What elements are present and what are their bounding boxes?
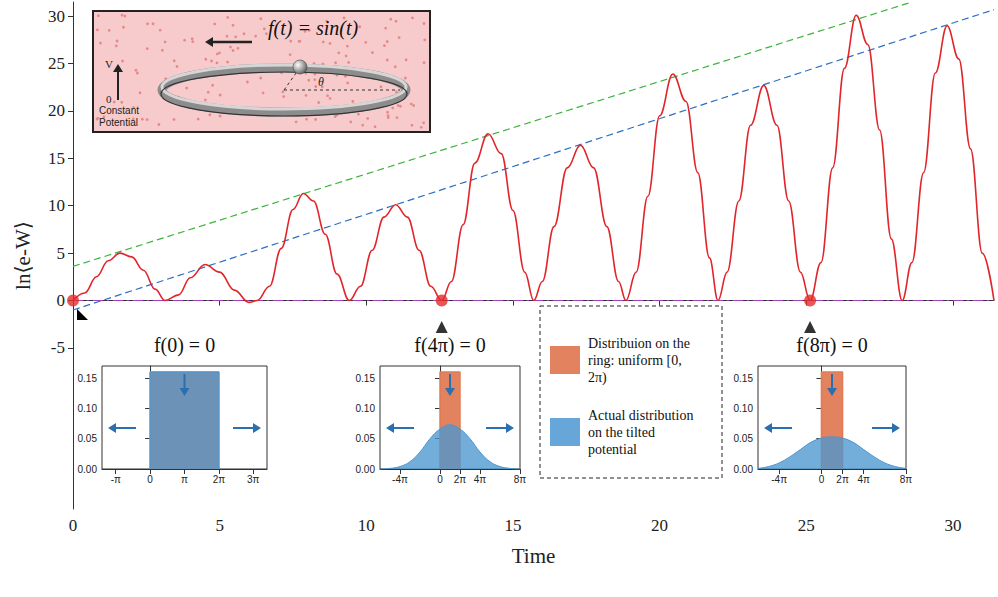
svg-text:0.10: 0.10 <box>356 403 376 414</box>
svg-text:0: 0 <box>819 474 825 485</box>
svg-text:0.15: 0.15 <box>78 373 98 384</box>
svg-text:8π: 8π <box>514 474 527 485</box>
svg-text:ring: uniform [0,: ring: uniform [0, <box>588 353 685 368</box>
svg-text:2π: 2π <box>836 474 849 485</box>
svg-text:4π: 4π <box>857 474 870 485</box>
svg-text:Distribuion on the: Distribuion on the <box>588 336 693 351</box>
svg-text:10: 10 <box>48 196 65 215</box>
svg-text:V: V <box>105 58 113 70</box>
svg-text:0.00: 0.00 <box>78 464 98 475</box>
svg-text:2π: 2π <box>454 474 467 485</box>
svg-text:0.15: 0.15 <box>734 373 754 384</box>
svg-text:25: 25 <box>798 516 815 535</box>
svg-text:f(t) = sin(t): f(t) = sin(t) <box>268 17 358 40</box>
svg-text:30: 30 <box>48 7 65 26</box>
svg-text:0: 0 <box>147 474 153 485</box>
svg-text:-4π: -4π <box>771 474 787 485</box>
svg-text:0.05: 0.05 <box>78 433 98 444</box>
svg-text:π: π <box>181 474 188 485</box>
svg-text:θ: θ <box>318 75 324 89</box>
svg-text:f(0) = 0: f(0) = 0 <box>154 334 215 357</box>
svg-text:ln⟨e-W⟩: ln⟨e-W⟩ <box>11 221 35 290</box>
svg-text:25: 25 <box>48 54 65 73</box>
svg-text:15: 15 <box>504 516 521 535</box>
svg-text:0: 0 <box>69 516 78 535</box>
svg-text:0.10: 0.10 <box>734 403 754 414</box>
svg-text:0.05: 0.05 <box>734 433 754 444</box>
svg-text:Constant: Constant <box>99 105 142 116</box>
svg-text:3π: 3π <box>247 474 260 485</box>
svg-text:0.00: 0.00 <box>356 464 376 475</box>
svg-text:0: 0 <box>57 291 66 310</box>
svg-text:0.05: 0.05 <box>356 433 376 444</box>
svg-text:Potential: Potential <box>99 117 138 128</box>
svg-text:-5: -5 <box>51 338 65 357</box>
svg-text:0.10: 0.10 <box>78 403 98 414</box>
svg-text:2π: 2π <box>213 474 226 485</box>
svg-text:5: 5 <box>215 516 224 535</box>
svg-text:-π: -π <box>111 474 121 485</box>
svg-text:0.15: 0.15 <box>356 373 376 384</box>
svg-text:20: 20 <box>48 101 65 120</box>
svg-text:0.00: 0.00 <box>734 464 754 475</box>
svg-text:-4π: -4π <box>392 474 408 485</box>
svg-text:5: 5 <box>57 244 66 263</box>
svg-text:Actual distribution: Actual distribution <box>588 408 697 423</box>
svg-text:0: 0 <box>437 474 443 485</box>
svg-text:8π: 8π <box>900 474 913 485</box>
svg-text:f(4π) = 0: f(4π) = 0 <box>414 334 485 357</box>
svg-text:f(8π) = 0: f(8π) = 0 <box>796 334 867 357</box>
svg-text:20: 20 <box>651 516 668 535</box>
svg-text:on the tilted: on the tilted <box>588 425 658 440</box>
svg-text:10: 10 <box>358 516 375 535</box>
svg-text:30: 30 <box>944 516 961 535</box>
svg-text:0: 0 <box>106 93 112 105</box>
svg-text:15: 15 <box>48 149 65 168</box>
svg-text:Time: Time <box>512 544 556 568</box>
svg-text:4π: 4π <box>474 474 487 485</box>
svg-text:2π): 2π) <box>588 370 607 386</box>
svg-text:potential: potential <box>588 442 637 457</box>
